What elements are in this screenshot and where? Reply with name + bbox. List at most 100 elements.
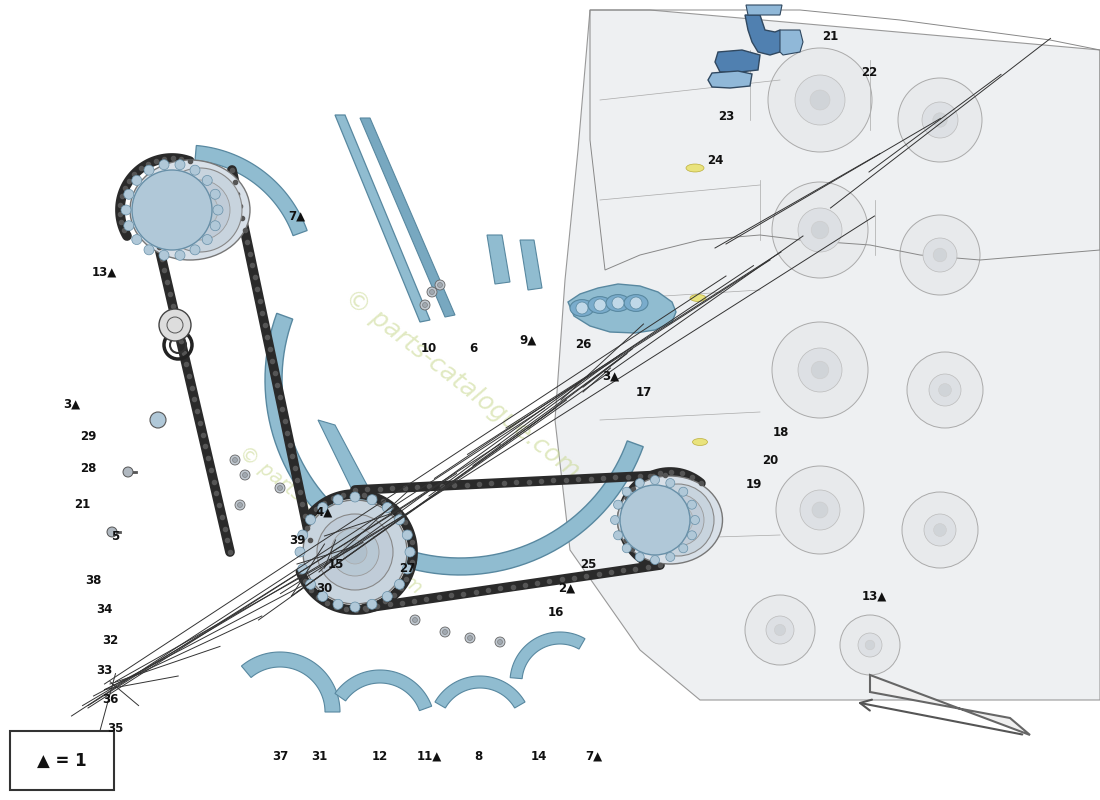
Ellipse shape bbox=[617, 476, 723, 564]
Circle shape bbox=[576, 302, 588, 314]
Text: 12: 12 bbox=[372, 750, 387, 762]
Circle shape bbox=[858, 633, 882, 657]
Circle shape bbox=[766, 616, 794, 644]
Circle shape bbox=[410, 615, 420, 625]
Circle shape bbox=[934, 524, 946, 536]
Circle shape bbox=[635, 478, 645, 487]
Circle shape bbox=[210, 190, 220, 199]
Ellipse shape bbox=[693, 438, 707, 446]
Polygon shape bbox=[360, 118, 455, 317]
Circle shape bbox=[427, 287, 437, 297]
Circle shape bbox=[440, 627, 450, 637]
Text: 32: 32 bbox=[102, 634, 118, 646]
Circle shape bbox=[795, 75, 845, 125]
Circle shape bbox=[691, 515, 700, 525]
Polygon shape bbox=[195, 146, 307, 236]
Circle shape bbox=[620, 485, 690, 555]
Circle shape bbox=[688, 531, 696, 540]
Ellipse shape bbox=[130, 160, 250, 260]
Text: 35: 35 bbox=[108, 722, 123, 734]
Text: 16: 16 bbox=[548, 606, 563, 618]
Text: 20: 20 bbox=[762, 454, 778, 466]
Circle shape bbox=[663, 505, 693, 535]
Circle shape bbox=[898, 78, 982, 162]
Circle shape bbox=[383, 502, 393, 513]
Polygon shape bbox=[780, 30, 803, 55]
Circle shape bbox=[798, 348, 842, 392]
Circle shape bbox=[497, 639, 503, 645]
Circle shape bbox=[318, 502, 328, 513]
Ellipse shape bbox=[686, 164, 704, 172]
Circle shape bbox=[395, 514, 405, 525]
Polygon shape bbox=[510, 632, 585, 678]
Text: 19: 19 bbox=[746, 478, 761, 490]
Polygon shape bbox=[336, 115, 430, 322]
Circle shape bbox=[403, 564, 412, 574]
Text: 38: 38 bbox=[86, 574, 101, 586]
Text: 14: 14 bbox=[531, 750, 547, 762]
Polygon shape bbox=[745, 15, 783, 55]
Circle shape bbox=[930, 374, 961, 406]
Polygon shape bbox=[334, 670, 431, 710]
Circle shape bbox=[612, 297, 624, 309]
Text: 21: 21 bbox=[823, 30, 838, 42]
Polygon shape bbox=[520, 240, 542, 290]
Text: © parts-catalogue.com: © parts-catalogue.com bbox=[340, 285, 584, 483]
Circle shape bbox=[642, 484, 714, 556]
Circle shape bbox=[124, 221, 134, 230]
Circle shape bbox=[132, 234, 142, 245]
Circle shape bbox=[182, 192, 218, 228]
Circle shape bbox=[666, 478, 674, 487]
Circle shape bbox=[175, 250, 185, 260]
Circle shape bbox=[160, 160, 169, 170]
Circle shape bbox=[190, 245, 200, 255]
Text: 10: 10 bbox=[421, 342, 437, 354]
FancyBboxPatch shape bbox=[10, 731, 114, 790]
Text: 6: 6 bbox=[469, 342, 477, 354]
Text: 27: 27 bbox=[399, 562, 415, 574]
Text: 37: 37 bbox=[273, 750, 288, 762]
Text: 24: 24 bbox=[707, 154, 723, 166]
Circle shape bbox=[367, 599, 377, 610]
Circle shape bbox=[840, 615, 900, 675]
Circle shape bbox=[938, 384, 952, 396]
Circle shape bbox=[306, 579, 316, 590]
Text: 36: 36 bbox=[102, 693, 118, 706]
Ellipse shape bbox=[690, 294, 706, 302]
Circle shape bbox=[190, 165, 200, 175]
Circle shape bbox=[774, 624, 785, 635]
Circle shape bbox=[132, 175, 142, 186]
Circle shape bbox=[650, 475, 660, 485]
Text: 13▲: 13▲ bbox=[92, 266, 117, 278]
Circle shape bbox=[238, 502, 242, 507]
Circle shape bbox=[679, 487, 688, 496]
Circle shape bbox=[132, 170, 212, 250]
Text: 22: 22 bbox=[861, 66, 877, 78]
Circle shape bbox=[614, 531, 623, 540]
Circle shape bbox=[275, 483, 285, 493]
Circle shape bbox=[635, 553, 645, 562]
Circle shape bbox=[210, 221, 220, 230]
Text: ▲ = 1: ▲ = 1 bbox=[37, 752, 87, 770]
Polygon shape bbox=[434, 676, 525, 708]
Circle shape bbox=[298, 530, 308, 540]
Circle shape bbox=[610, 515, 619, 525]
Circle shape bbox=[811, 362, 828, 379]
Circle shape bbox=[438, 282, 442, 287]
Text: 28: 28 bbox=[80, 462, 96, 474]
Circle shape bbox=[772, 322, 868, 418]
Circle shape bbox=[902, 492, 978, 568]
Circle shape bbox=[776, 466, 864, 554]
Circle shape bbox=[107, 527, 117, 537]
Circle shape bbox=[420, 300, 430, 310]
Polygon shape bbox=[556, 10, 1100, 700]
Circle shape bbox=[495, 637, 505, 647]
Circle shape bbox=[688, 500, 696, 509]
Circle shape bbox=[232, 458, 238, 462]
Circle shape bbox=[240, 470, 250, 480]
Circle shape bbox=[277, 486, 283, 490]
Text: 8: 8 bbox=[474, 750, 483, 762]
Text: 18: 18 bbox=[773, 426, 789, 438]
Circle shape bbox=[306, 514, 316, 525]
Circle shape bbox=[412, 618, 418, 622]
